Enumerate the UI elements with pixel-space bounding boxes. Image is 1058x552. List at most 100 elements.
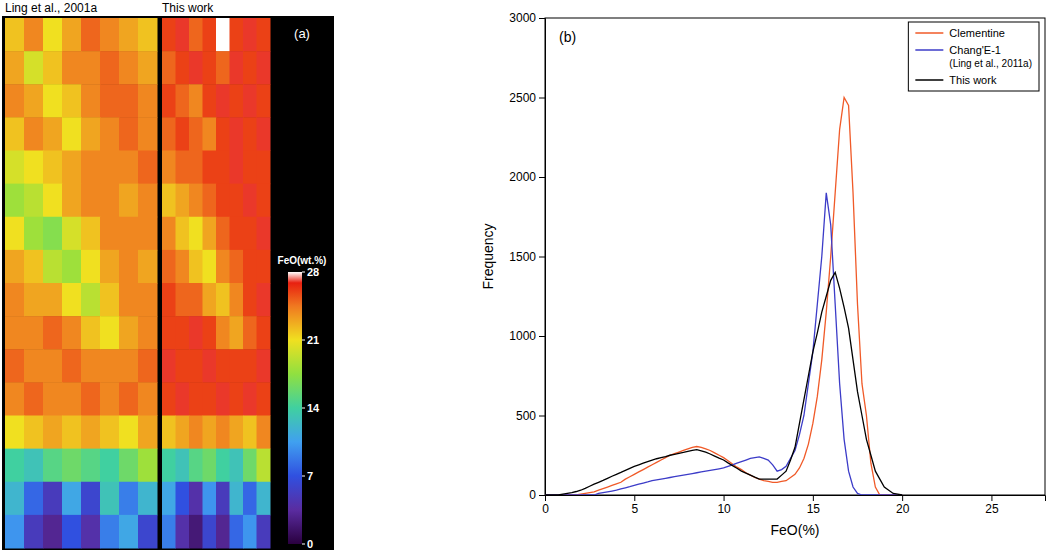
map-cell	[230, 349, 244, 383]
map-cell	[243, 349, 257, 383]
map-cell	[100, 184, 120, 218]
map-cell	[62, 416, 82, 450]
map-cell	[176, 217, 190, 251]
map-cell	[100, 117, 120, 151]
x-tick: 20	[896, 495, 910, 516]
map-cell	[81, 184, 101, 218]
map-cell	[5, 151, 25, 185]
map-cell	[176, 349, 190, 383]
map-cell	[216, 84, 230, 118]
colorbar-tick-label: 7	[307, 470, 313, 482]
map-cell	[100, 283, 120, 317]
map-cell	[100, 482, 120, 516]
map-cell	[230, 515, 244, 549]
map-cell	[162, 18, 176, 52]
map-cell	[62, 217, 82, 251]
y-tick-label: 500	[516, 409, 536, 423]
map-cell	[189, 151, 203, 185]
map-cell	[119, 416, 139, 450]
map-cell	[138, 515, 158, 549]
panel-a: Ling et al., 2001aThis work(a)FeO(wt.%)0…	[2, 1, 334, 550]
series-line	[545, 272, 902, 495]
y-tick: 2000	[509, 170, 545, 184]
map-cell	[216, 283, 230, 317]
map-cell	[62, 382, 82, 416]
map-cell	[5, 449, 25, 483]
map-cell	[257, 117, 271, 151]
map-cell	[162, 349, 176, 383]
y-tick-mark	[539, 177, 545, 178]
map-cell	[257, 283, 271, 317]
map-cell	[189, 84, 203, 118]
map-cell	[62, 449, 82, 483]
map-cell	[43, 482, 63, 516]
map-cell	[230, 449, 244, 483]
map-cell	[62, 151, 82, 185]
map-cell	[100, 18, 120, 52]
legend-box	[908, 22, 1039, 91]
y-axis: 050010001500200025003000	[509, 11, 545, 502]
map-cell	[119, 283, 139, 317]
map-cell	[43, 84, 63, 118]
map-cell	[81, 151, 101, 185]
map-cell	[24, 51, 44, 85]
map-cell	[257, 482, 271, 516]
map-cell	[5, 184, 25, 218]
map-cell	[243, 515, 257, 549]
map-cell	[81, 51, 101, 85]
map-cell	[138, 84, 158, 118]
map-cell	[203, 184, 217, 218]
map-cell	[100, 349, 120, 383]
x-tick-label: 25	[985, 502, 999, 516]
map-cell	[257, 151, 271, 185]
y-tick-mark	[539, 18, 545, 19]
map-cell	[62, 250, 82, 284]
figure: Ling et al., 2001aThis work(a)FeO(wt.%)0…	[0, 0, 1058, 552]
map-cell	[5, 416, 25, 450]
map-cell	[189, 184, 203, 218]
map-cell	[43, 515, 63, 549]
map-cell	[138, 382, 158, 416]
colorbar-tick	[302, 408, 305, 409]
map-cell	[162, 151, 176, 185]
legend-swatch	[915, 79, 943, 81]
map-cell	[5, 51, 25, 85]
map-cell	[81, 515, 101, 549]
map-cell	[162, 51, 176, 85]
map-cell	[216, 515, 230, 549]
map-cell	[81, 117, 101, 151]
map-cell	[216, 416, 230, 450]
map-cell	[230, 316, 244, 350]
map-cell	[100, 515, 120, 549]
map-cell	[43, 151, 63, 185]
map-cell	[189, 283, 203, 317]
map-cell	[81, 283, 101, 317]
map-cell	[257, 18, 271, 52]
map-cell	[189, 449, 203, 483]
map-cell	[162, 250, 176, 284]
map-cell	[189, 416, 203, 450]
map-cell	[176, 184, 190, 218]
map-cell	[138, 316, 158, 350]
map-cell	[62, 184, 82, 218]
x-tick-mark	[724, 495, 725, 501]
map-cell	[62, 117, 82, 151]
y-axis-title: Frequency	[480, 223, 496, 289]
map-cell	[243, 84, 257, 118]
map-cell	[24, 18, 44, 52]
panel-b: 0510152025050010001500200025003000FeO(%)…	[480, 11, 1046, 538]
map-cell	[81, 217, 101, 251]
x-axis-line	[546, 496, 1046, 502]
map-cell	[100, 51, 120, 85]
map-cell	[24, 316, 44, 350]
x-tick-mark	[902, 495, 903, 501]
map-cell	[119, 217, 139, 251]
map-cell	[176, 416, 190, 450]
series-line	[545, 193, 902, 495]
y-tick-label: 3000	[509, 11, 536, 25]
map-cell	[24, 515, 44, 549]
map-cell	[230, 84, 244, 118]
map-cell	[243, 217, 257, 251]
map-cell	[5, 316, 25, 350]
map-cell	[43, 117, 63, 151]
